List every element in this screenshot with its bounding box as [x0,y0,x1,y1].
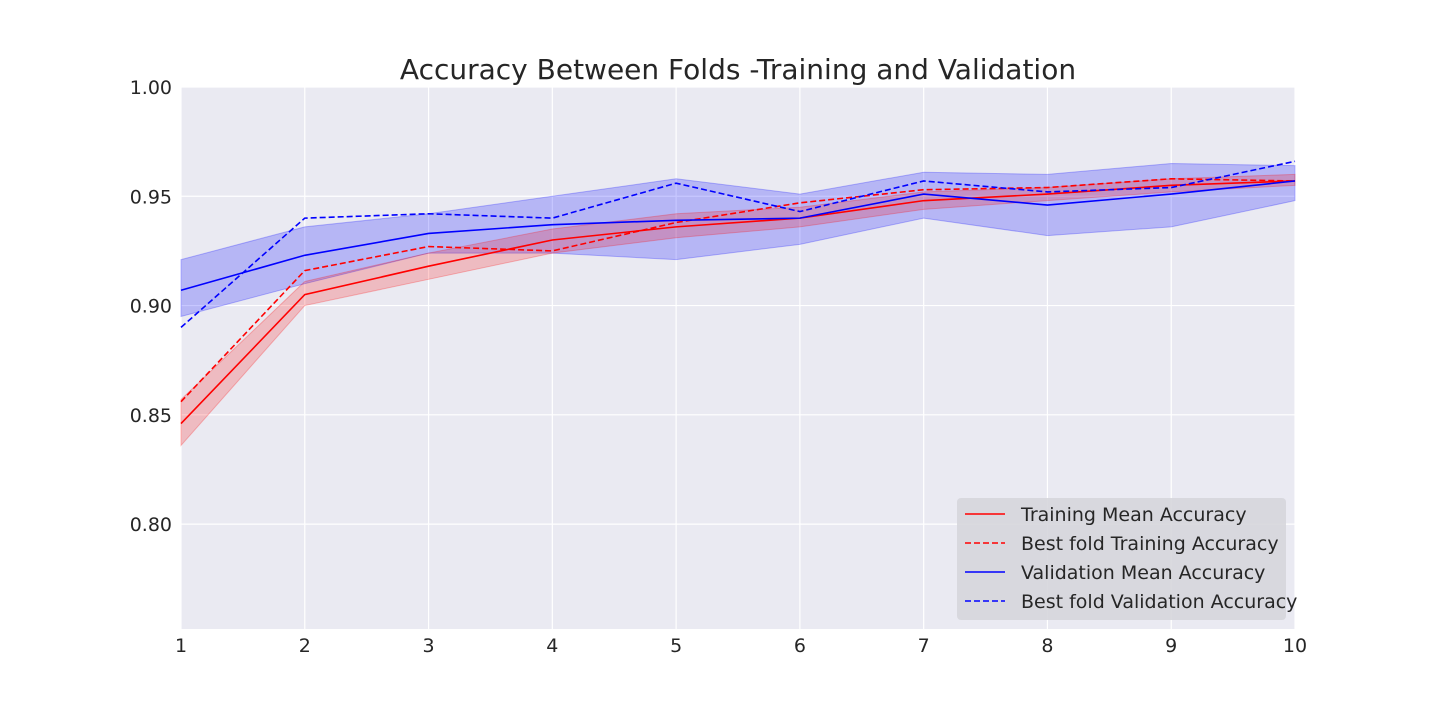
legend: Training Mean Accuracy Best fold Training… [957,498,1297,620]
chart-title: Accuracy Between Folds -Training and Val… [400,53,1076,86]
x-tick-label: 6 [794,635,806,657]
x-tick-label: 10 [1283,635,1307,657]
x-tick-label: 7 [918,635,930,657]
x-tick-label: 4 [546,635,558,657]
best-fold-validation-line [180,160,1296,329]
x-axis-ticks: 1 2 3 4 5 6 7 8 9 10 [175,635,1307,657]
x-tick-label: 5 [670,635,682,657]
x-tick-label: 2 [299,635,311,657]
y-tick-label: 0.95 [130,186,172,208]
x-tick-label: 9 [1165,635,1177,657]
y-tick-label: 0.90 [130,296,172,318]
legend-training-mean-label: Training Mean Accuracy [1020,504,1247,526]
validation-mean-line [180,180,1296,292]
x-tick-label: 3 [423,635,435,657]
legend-best-fold-training-label: Best fold Training Accuracy [1021,533,1279,555]
y-tick-label: 1.00 [130,77,172,99]
legend-validation-mean-label: Validation Mean Accuracy [1021,562,1265,584]
series-lines [180,160,1296,425]
legend-box [957,498,1286,620]
y-tick-label: 0.85 [130,405,172,427]
best-fold-training-line [180,177,1296,403]
y-tick-label: 0.80 [130,514,172,536]
x-tick-label: 1 [175,635,187,657]
legend-best-fold-validation-label: Best fold Validation Accuracy [1021,591,1297,613]
x-tick-label: 8 [1041,635,1053,657]
y-axis-ticks: 0.80 0.85 0.90 0.95 1.00 [130,77,172,536]
